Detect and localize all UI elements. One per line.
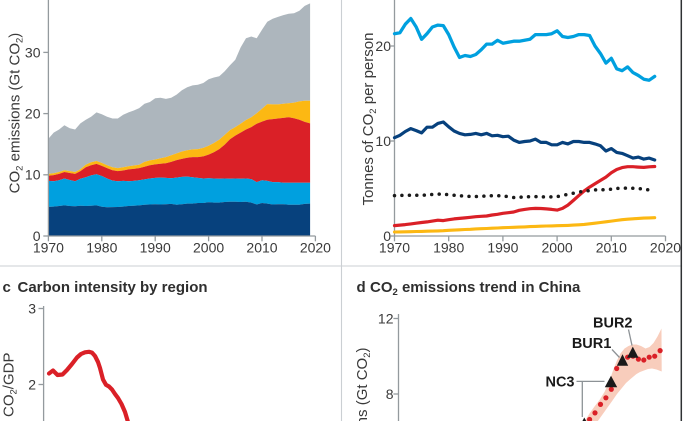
svg-text:CO2 emissions (Gt CO2): CO2 emissions (Gt CO2): [354, 348, 373, 422]
svg-text:2000: 2000: [542, 240, 573, 256]
svg-text:BUR1: BUR1: [572, 336, 611, 352]
svg-text:d: d: [357, 279, 366, 296]
svg-text:Carbon intensity by region: Carbon intensity by region: [18, 279, 208, 296]
svg-text:2010: 2010: [246, 240, 277, 256]
svg-text:NC3: NC3: [545, 374, 574, 390]
svg-text:CO2 emissions (Gt CO2): CO2 emissions (Gt CO2): [7, 33, 26, 194]
svg-text:0: 0: [383, 228, 391, 244]
svg-text:3: 3: [28, 300, 36, 316]
svg-text:Tonnes of CO2 per person: Tonnes of CO2 per person: [360, 33, 379, 206]
svg-text:kg CO2/GDP: kg CO2/GDP: [1, 353, 20, 422]
svg-text:10: 10: [375, 133, 391, 149]
svg-text:20: 20: [25, 106, 41, 122]
svg-text:BUR2: BUR2: [593, 316, 632, 332]
svg-text:2020: 2020: [650, 240, 681, 256]
svg-text:1990: 1990: [140, 240, 171, 256]
svg-text:2010: 2010: [596, 240, 627, 256]
svg-text:2: 2: [28, 376, 36, 392]
svg-text:12: 12: [378, 310, 394, 326]
svg-text:10: 10: [25, 167, 41, 183]
svg-text:1980: 1980: [433, 240, 464, 256]
svg-text:1990: 1990: [487, 240, 518, 256]
svg-text:1970: 1970: [379, 240, 410, 256]
svg-text:0: 0: [33, 228, 41, 244]
svg-text:2000: 2000: [193, 240, 224, 256]
svg-text:2020: 2020: [300, 240, 331, 256]
svg-text:1980: 1980: [86, 240, 117, 256]
svg-text:20: 20: [375, 38, 391, 54]
svg-text:CO2 emissions trend in China: CO2 emissions trend in China: [370, 279, 581, 298]
svg-text:1970: 1970: [33, 240, 64, 256]
svg-text:c: c: [3, 279, 11, 296]
svg-text:30: 30: [25, 44, 41, 60]
svg-text:8: 8: [386, 386, 394, 402]
